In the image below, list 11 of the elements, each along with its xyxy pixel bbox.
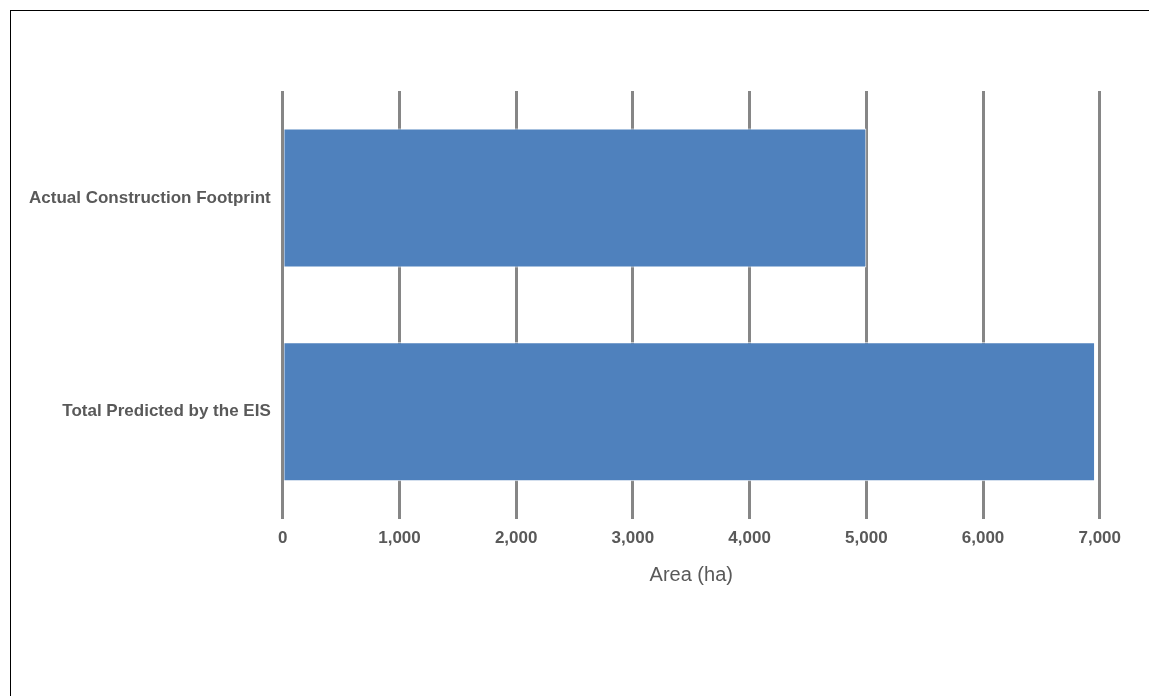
x-tick-label: 2,000	[494, 528, 538, 548]
x-tick-label: 5,000	[845, 528, 888, 548]
y-tick-label: Total Predicted by the EIS	[62, 401, 271, 421]
x-tick-label: 3,000	[611, 528, 655, 548]
x-tick-label: 1,000	[378, 528, 421, 548]
x-tick-label: 4,000	[728, 528, 771, 548]
x-tick-label: 6,000	[961, 528, 1005, 548]
y-tick-label: Actual Construction Footprint	[28, 187, 272, 207]
x-axis-title: Area (ha)	[649, 562, 733, 585]
x-tick-label: 7,000	[1078, 528, 1121, 548]
x-tick-label: 0	[278, 528, 288, 548]
